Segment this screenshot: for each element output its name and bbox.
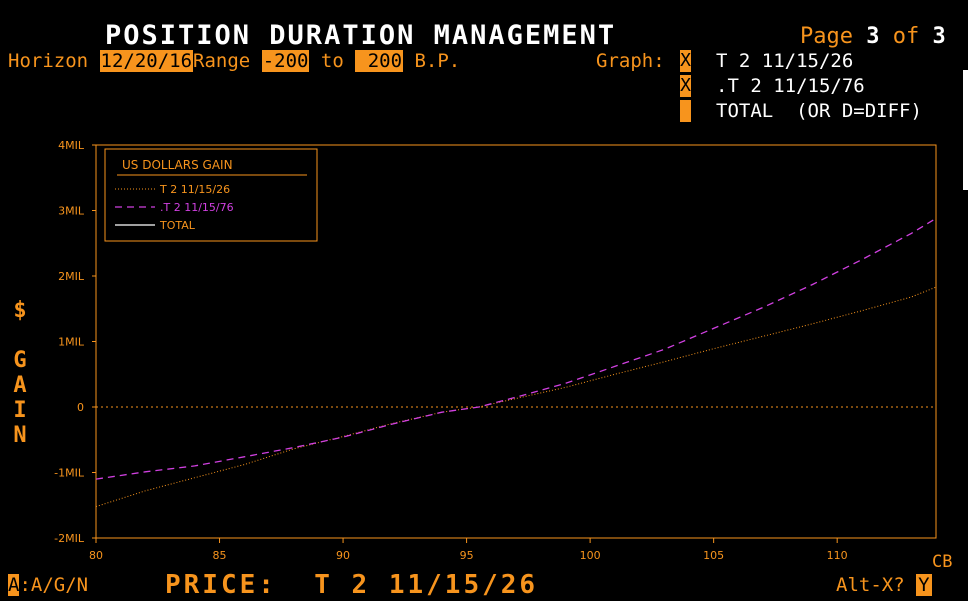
graph-option-total: TOTAL (OR D=DIFF) [680, 100, 922, 122]
mode-key[interactable]: A [8, 574, 20, 596]
y-axis-title-char: N [13, 423, 27, 448]
legend-title: US DOLLARS GAIN [122, 158, 233, 172]
x-tick-label: 105 [703, 549, 724, 562]
graph-label: Graph: [596, 50, 665, 72]
y-tick-label: 0 [77, 401, 84, 414]
horizon-label: Horizon [8, 50, 89, 72]
price-label: PRICE: T 2 11/15/26 [165, 570, 539, 600]
page-label: Page [800, 24, 853, 49]
range-label: Range [193, 50, 251, 72]
y-axis-title-char: I [13, 398, 27, 423]
x-tick-label: 110 [827, 549, 848, 562]
x-tick-label: 80 [89, 549, 103, 562]
y-axis-title-char: G [13, 348, 27, 373]
page-total: 3 [932, 24, 946, 49]
legend-label-2: TOTAL [159, 219, 196, 232]
page-title: POSITION DURATION MANAGEMENT [105, 20, 617, 51]
horizon-range-row: Horizon 12/20/16Range -200 to 200 B.P. [8, 50, 460, 72]
mode-selector[interactable]: A:A/G/N [8, 574, 88, 596]
series-line-0 [95, 286, 937, 508]
range-to-field[interactable]: 200 [355, 50, 404, 72]
page-of: of [892, 24, 920, 49]
legend-label-0: T 2 11/15/26 [159, 183, 230, 196]
y-tick-label: -2MIL [54, 532, 85, 545]
range-from-field[interactable]: -200 [261, 50, 310, 72]
graph-toggle-t76[interactable]: X [680, 75, 691, 97]
series-line-1 [95, 217, 937, 480]
graph-option-t76: X .T 2 11/15/76 [680, 75, 865, 97]
y-tick-label: 3MIL [58, 205, 85, 218]
mode-options: :A/G/N [19, 574, 89, 596]
y-tick-label: 4MIL [58, 139, 85, 152]
range-unit: B.P. [414, 50, 461, 72]
y-axis-title-char: $ [13, 298, 27, 323]
y-tick-label: 2MIL [58, 270, 85, 283]
x-tick-label: 85 [213, 549, 227, 562]
legend-box [104, 148, 318, 242]
x-tick-label: 95 [460, 549, 474, 562]
altx-label: Alt-X? [836, 574, 905, 596]
x-tick-label: 100 [580, 549, 601, 562]
graph-option-t26: X T 2 11/15/26 [680, 50, 853, 72]
graph-option-label: TOTAL (OR D=DIFF) [716, 100, 922, 122]
range-to-label: to [320, 50, 344, 72]
y-axis-title-char: A [13, 373, 27, 398]
horizon-field[interactable]: 12/20/16 [99, 50, 194, 72]
altx-prompt: Alt-X? Y [836, 574, 932, 596]
cb-label: CB [932, 552, 953, 572]
altx-field[interactable]: Y [916, 574, 932, 596]
graph-toggle-t26[interactable]: X [680, 50, 691, 72]
graph-option-label: .T 2 11/15/76 [716, 75, 865, 97]
legend-label-1: .T 2 11/15/76 [160, 201, 234, 214]
y-tick-label: -1MIL [54, 467, 85, 480]
page-indicator: Page 3 of 3 [800, 24, 946, 49]
graph-option-label: T 2 11/15/26 [716, 50, 854, 72]
page-current: 3 [866, 24, 880, 49]
graph-toggle-total[interactable] [680, 100, 691, 122]
x-tick-label: 90 [336, 549, 350, 562]
window-edge [963, 70, 968, 190]
y-tick-label: 1MIL [58, 336, 85, 349]
